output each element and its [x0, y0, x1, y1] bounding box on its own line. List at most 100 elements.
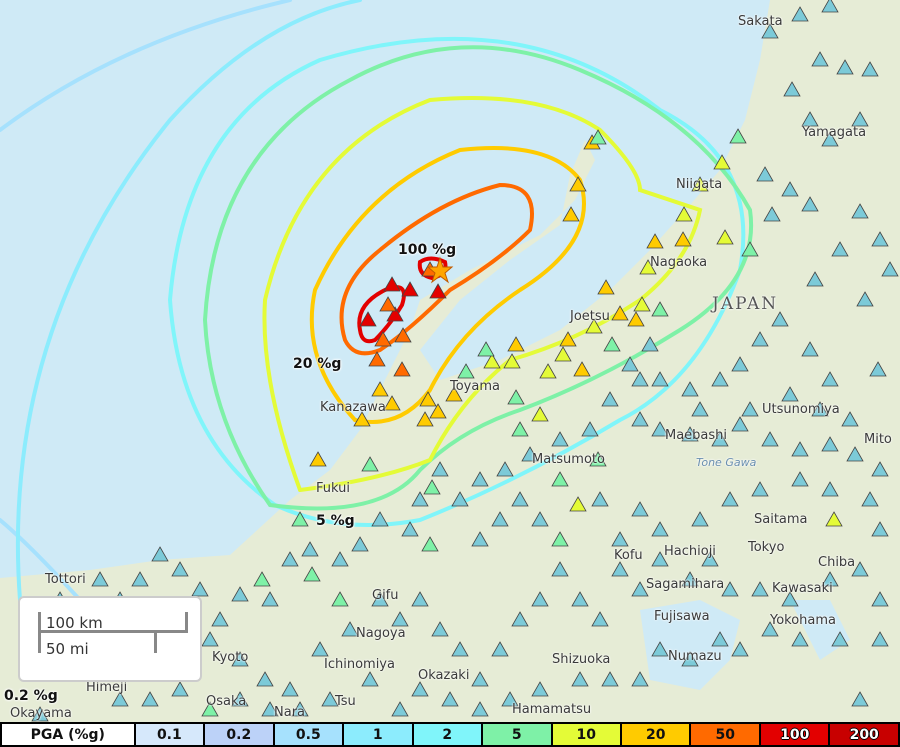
station-triangle-icon[interactable]: [496, 461, 514, 477]
station-triangle-icon[interactable]: [491, 511, 509, 527]
station-triangle-icon[interactable]: [303, 566, 321, 582]
station-triangle-icon[interactable]: [761, 431, 779, 447]
station-triangle-icon[interactable]: [211, 611, 229, 627]
station-triangle-icon[interactable]: [386, 306, 404, 322]
station-triangle-icon[interactable]: [631, 501, 649, 517]
station-triangle-icon[interactable]: [871, 521, 889, 537]
station-triangle-icon[interactable]: [851, 561, 869, 577]
station-triangle-icon[interactable]: [681, 426, 699, 442]
station-triangle-icon[interactable]: [646, 233, 664, 249]
station-triangle-icon[interactable]: [573, 361, 591, 377]
station-triangle-icon[interactable]: [411, 681, 429, 697]
station-triangle-icon[interactable]: [811, 401, 829, 417]
station-triangle-icon[interactable]: [551, 431, 569, 447]
station-triangle-icon[interactable]: [471, 531, 489, 547]
station-triangle-icon[interactable]: [201, 701, 219, 717]
station-triangle-icon[interactable]: [231, 651, 249, 667]
station-triangle-icon[interactable]: [711, 371, 729, 387]
station-triangle-icon[interactable]: [111, 691, 129, 707]
station-triangle-icon[interactable]: [781, 591, 799, 607]
station-triangle-icon[interactable]: [539, 363, 557, 379]
station-triangle-icon[interactable]: [791, 441, 809, 457]
station-triangle-icon[interactable]: [585, 318, 603, 334]
station-triangle-icon[interactable]: [846, 446, 864, 462]
station-triangle-icon[interactable]: [394, 327, 412, 343]
station-triangle-icon[interactable]: [253, 571, 271, 587]
station-triangle-icon[interactable]: [457, 363, 475, 379]
station-triangle-icon[interactable]: [201, 631, 219, 647]
station-triangle-icon[interactable]: [825, 511, 843, 527]
station-triangle-icon[interactable]: [836, 59, 854, 75]
station-triangle-icon[interactable]: [471, 671, 489, 687]
station-triangle-icon[interactable]: [675, 206, 693, 222]
station-triangle-icon[interactable]: [507, 336, 525, 352]
station-triangle-icon[interactable]: [341, 621, 359, 637]
station-triangle-icon[interactable]: [131, 571, 149, 587]
station-triangle-icon[interactable]: [351, 536, 369, 552]
station-triangle-icon[interactable]: [751, 331, 769, 347]
station-triangle-icon[interactable]: [559, 331, 577, 347]
station-triangle-icon[interactable]: [291, 701, 309, 717]
station-triangle-icon[interactable]: [791, 471, 809, 487]
station-triangle-icon[interactable]: [681, 651, 699, 667]
station-triangle-icon[interactable]: [531, 511, 549, 527]
station-triangle-icon[interactable]: [641, 336, 659, 352]
station-triangle-icon[interactable]: [651, 371, 669, 387]
station-triangle-icon[interactable]: [691, 511, 709, 527]
station-triangle-icon[interactable]: [569, 496, 587, 512]
station-triangle-icon[interactable]: [851, 111, 869, 127]
station-triangle-icon[interactable]: [589, 129, 607, 145]
station-triangle-icon[interactable]: [531, 406, 549, 422]
station-triangle-icon[interactable]: [716, 229, 734, 245]
station-triangle-icon[interactable]: [171, 681, 189, 697]
station-triangle-icon[interactable]: [611, 531, 629, 547]
station-triangle-icon[interactable]: [511, 421, 529, 437]
station-triangle-icon[interactable]: [621, 356, 639, 372]
station-triangle-icon[interactable]: [591, 491, 609, 507]
station-triangle-icon[interactable]: [383, 276, 401, 292]
station-triangle-icon[interactable]: [551, 561, 569, 577]
station-triangle-icon[interactable]: [151, 546, 169, 562]
station-triangle-icon[interactable]: [401, 281, 419, 297]
station-triangle-icon[interactable]: [691, 401, 709, 417]
station-triangle-icon[interactable]: [507, 389, 525, 405]
station-triangle-icon[interactable]: [713, 154, 731, 170]
station-triangle-icon[interactable]: [331, 591, 349, 607]
station-triangle-icon[interactable]: [851, 203, 869, 219]
station-triangle-icon[interactable]: [681, 571, 699, 587]
station-triangle-icon[interactable]: [751, 481, 769, 497]
station-triangle-icon[interactable]: [801, 196, 819, 212]
station-triangle-icon[interactable]: [851, 691, 869, 707]
station-triangle-icon[interactable]: [589, 451, 607, 467]
station-triangle-icon[interactable]: [231, 586, 249, 602]
station-triangle-icon[interactable]: [359, 311, 377, 327]
station-triangle-icon[interactable]: [491, 641, 509, 657]
station-triangle-icon[interactable]: [801, 341, 819, 357]
station-triangle-icon[interactable]: [391, 701, 409, 717]
station-triangle-icon[interactable]: [291, 511, 309, 527]
station-triangle-icon[interactable]: [771, 311, 789, 327]
station-triangle-icon[interactable]: [861, 491, 879, 507]
station-triangle-icon[interactable]: [871, 631, 889, 647]
station-triangle-icon[interactable]: [871, 231, 889, 247]
station-triangle-icon[interactable]: [431, 621, 449, 637]
station-triangle-icon[interactable]: [91, 571, 109, 587]
station-triangle-icon[interactable]: [791, 631, 809, 647]
station-triangle-icon[interactable]: [731, 356, 749, 372]
station-triangle-icon[interactable]: [511, 491, 529, 507]
station-triangle-icon[interactable]: [831, 241, 849, 257]
station-triangle-icon[interactable]: [483, 353, 501, 369]
station-triangle-icon[interactable]: [31, 706, 49, 722]
station-triangle-icon[interactable]: [701, 551, 719, 567]
station-triangle-icon[interactable]: [393, 361, 411, 377]
station-triangle-icon[interactable]: [627, 311, 645, 327]
station-triangle-icon[interactable]: [361, 456, 379, 472]
station-triangle-icon[interactable]: [631, 581, 649, 597]
station-triangle-icon[interactable]: [261, 591, 279, 607]
station-triangle-icon[interactable]: [611, 561, 629, 577]
station-triangle-icon[interactable]: [881, 261, 899, 277]
station-triangle-icon[interactable]: [531, 681, 549, 697]
station-triangle-icon[interactable]: [761, 23, 779, 39]
station-triangle-icon[interactable]: [721, 581, 739, 597]
station-triangle-icon[interactable]: [591, 611, 609, 627]
